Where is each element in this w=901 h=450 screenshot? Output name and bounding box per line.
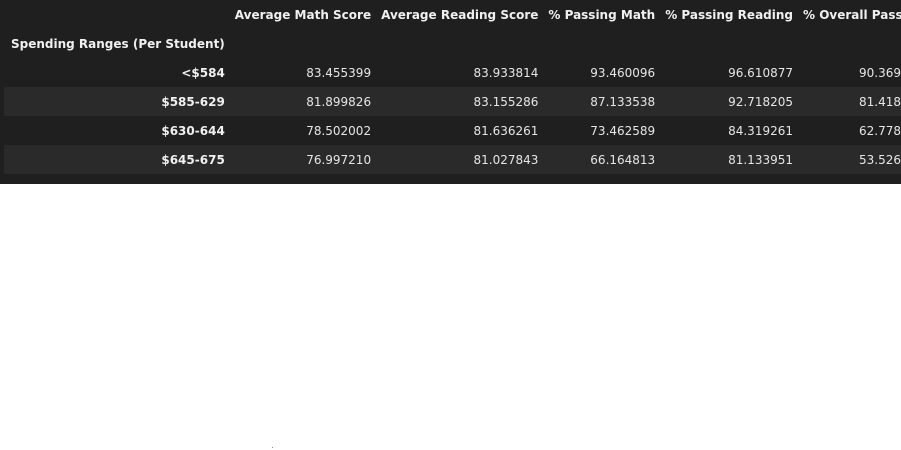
table-cell: 90.369459: [858, 65, 901, 80]
notebook-output-area: Average Math Score Average Reading Score…: [0, 0, 901, 184]
header-passing-reading: % Passing Reading: [665, 7, 793, 22]
row-index: <$584: [181, 65, 225, 80]
table-cell: 83.155286: [473, 94, 539, 109]
table-row: $630-644 78.502002 81.636261 73.462589 8…: [4, 116, 901, 145]
table-cell: 84.319261: [728, 123, 793, 138]
table-cell: 81.027843: [473, 152, 539, 167]
table-cell: 93.460096: [590, 65, 656, 80]
header-overall-passing: % Overall Passing: [803, 7, 901, 22]
table-cell: 96.610877: [728, 65, 793, 80]
header-blank: [4, 0, 230, 29]
dataframe-table: Average Math Score Average Reading Score…: [4, 0, 901, 174]
stray-pixel: [272, 447, 273, 448]
index-name-spacer: [798, 29, 901, 58]
table-row: $585-629 81.899826 83.155286 87.133538 9…: [4, 87, 901, 116]
table-cell: 81.899826: [306, 94, 372, 109]
row-index: $630-644: [161, 123, 225, 138]
table-cell: 73.462589: [590, 123, 656, 138]
table-cell: 81.133951: [728, 152, 793, 167]
table-cell: 62.778233: [858, 123, 901, 138]
index-name-spacer: [230, 29, 376, 58]
index-name: Spending Ranges (Per Student): [11, 36, 225, 51]
index-name-row: Spending Ranges (Per Student): [4, 29, 901, 58]
table-cell: 53.526855: [858, 152, 901, 167]
row-index: $645-675: [161, 152, 225, 167]
index-name-spacer: [376, 29, 543, 58]
table-cell: 83.933814: [473, 65, 539, 80]
table-row: $645-675 76.997210 81.027843 66.164813 8…: [4, 145, 901, 174]
table-cell: 76.997210: [306, 152, 372, 167]
index-name-spacer: [660, 29, 798, 58]
table-cell: 81.636261: [473, 123, 539, 138]
table-cell: 92.718205: [728, 94, 793, 109]
header-average-math-score: Average Math Score: [234, 7, 372, 22]
table-cell: 66.164813: [590, 152, 656, 167]
table-row: <$584 83.455399 83.933814 93.460096 96.6…: [4, 58, 901, 87]
header-passing-math: % Passing Math: [548, 7, 656, 22]
index-name-spacer: [543, 29, 660, 58]
header-average-reading-score: Average Reading Score: [381, 7, 539, 22]
table-cell: 87.133538: [590, 94, 656, 109]
row-index: $585-629: [161, 94, 225, 109]
table-cell: 81.418596: [858, 94, 901, 109]
table-cell: 78.502002: [306, 123, 372, 138]
column-header-row: Average Math Score Average Reading Score…: [4, 0, 901, 29]
table-cell: 83.455399: [306, 65, 372, 80]
